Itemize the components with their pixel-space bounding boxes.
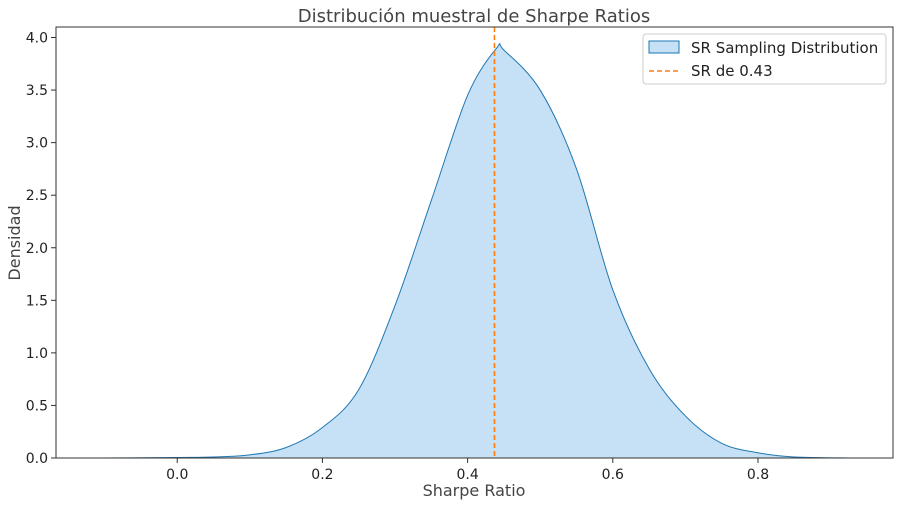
x-tick-label: 0.4	[456, 467, 478, 483]
plot-area	[104, 27, 853, 459]
y-tick-label: 0.5	[26, 398, 48, 414]
y-tick-label: 2.5	[26, 188, 48, 204]
legend: SR Sampling Distribution SR de 0.43	[642, 33, 887, 85]
y-tick-label: 3.5	[26, 83, 48, 99]
y-tick-label: 1.0	[26, 346, 48, 362]
x-tick-label: 0.2	[311, 467, 333, 483]
legend-box	[642, 33, 887, 85]
density-area	[104, 43, 853, 458]
y-tick-label: 4.0	[26, 31, 48, 47]
legend-label-distribution: SR Sampling Distribution	[691, 39, 878, 57]
legend-label-vline: SR de 0.43	[691, 62, 773, 80]
density-line	[104, 43, 853, 459]
x-tick-label: 0.8	[747, 467, 769, 483]
y-axis-label: Densidad	[5, 205, 24, 280]
y-tick-label: 3.0	[26, 136, 48, 152]
x-tick-label: 0.6	[602, 467, 624, 483]
y-axis: 0.0 0.5 1.0 1.5 2.0 2.5 3.0 3.5 4.0	[26, 31, 56, 467]
y-tick-label: 1.5	[26, 293, 48, 309]
y-tick-label: 0.0	[26, 451, 48, 467]
chart-title: Distribución muestral de Sharpe Ratios	[298, 6, 650, 27]
x-tick-label: 0.0	[166, 467, 188, 483]
y-tick-label: 2.0	[26, 241, 48, 257]
x-axis: 0.0 0.2 0.4 0.6 0.8	[166, 458, 769, 483]
axes-frame	[55, 26, 894, 459]
x-axis-label: Sharpe Ratio	[423, 481, 526, 500]
legend-swatch-area	[648, 40, 680, 54]
